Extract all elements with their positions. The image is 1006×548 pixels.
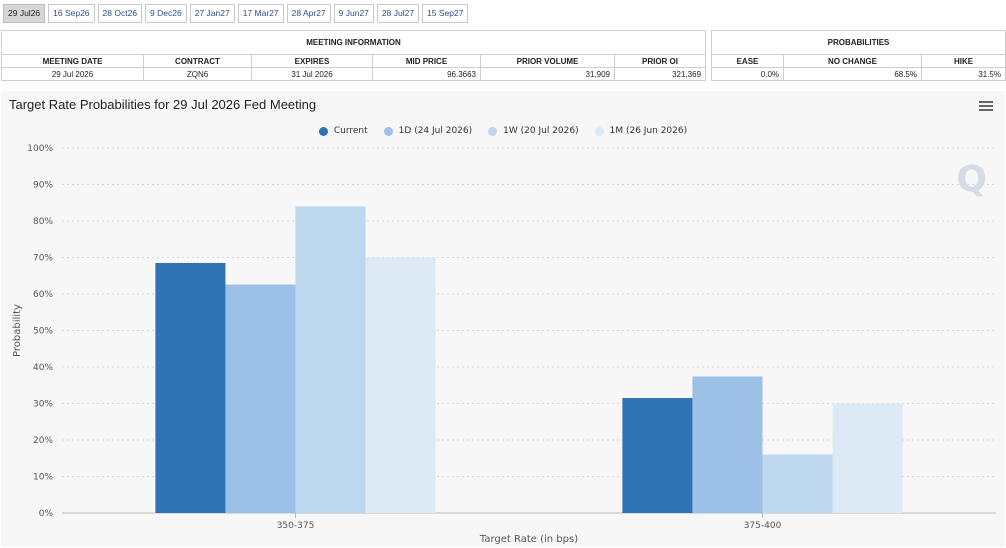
chart-title: Target Rate Probabilities for 29 Jul 202… <box>9 97 317 112</box>
bar <box>832 403 903 513</box>
cell-contract: ZQN6 <box>143 67 252 81</box>
bar <box>225 284 296 513</box>
bar <box>622 398 693 513</box>
tab-28-jul27[interactable]: 28 Jul27 <box>376 4 420 23</box>
tab-27-jan27[interactable]: 27 Jan27 <box>189 4 235 23</box>
hamburger-menu-icon[interactable] <box>979 101 993 112</box>
tab-15-sep27[interactable]: 15 Sep27 <box>422 4 469 23</box>
y-tick-label: 70% <box>33 254 53 264</box>
y-tick-label: 30% <box>33 400 53 410</box>
header-contract: CONTRACT <box>143 54 252 68</box>
header-ease: EASE <box>711 54 784 68</box>
header-meeting-date: MEETING DATE <box>1 54 144 68</box>
tab-16-sep26[interactable]: 16 Sep26 <box>48 4 95 23</box>
tab-9-dec26[interactable]: 9 Dec26 <box>145 4 187 23</box>
x-tick-label: 350-375 <box>277 521 315 531</box>
y-axis-title: Probability <box>12 304 23 357</box>
header-hike: HIKE <box>921 54 1006 68</box>
cell-expires: 31 Jul 2026 <box>251 67 373 81</box>
tab-28-apr27[interactable]: 28 Apr27 <box>286 4 331 23</box>
y-tick-label: 80% <box>33 217 53 227</box>
probabilities-title: PROBABILITIES <box>711 30 1006 55</box>
cell-prior-oi: 321,369 <box>613 67 707 81</box>
legend-label: 1D (24 Jul 2026) <box>398 126 473 136</box>
tab-29-jul26[interactable]: 29 Jul26 <box>3 4 46 23</box>
chart-legend: Current 1D (24 Jul 2026) 1W (20 Jul 2026) 1… <box>1 126 1005 136</box>
header-no-change: NO CHANGE <box>783 54 922 68</box>
bar <box>762 454 833 513</box>
legend-marker <box>594 126 604 136</box>
legend-item[interactable]: 1M (26 Jun 2026) <box>594 126 688 136</box>
legend-label: 1W (20 Jul 2026) <box>503 126 579 136</box>
chart-panel: Target Rate Probabilities for 29 Jul 202… <box>1 91 1005 547</box>
tab-9-jun27[interactable]: 9 Jun27 <box>333 4 374 23</box>
cell-prior-volume: 31,909 <box>480 67 615 81</box>
cell-meeting-date: 29 Jul 2026 <box>1 67 144 81</box>
bar <box>365 257 436 513</box>
cell-no-change: 68.5% <box>783 67 922 81</box>
tab-28-oct26[interactable]: 28 Oct26 <box>97 4 143 23</box>
legend-item[interactable]: 1W (20 Jul 2026) <box>488 126 579 136</box>
legend-item[interactable]: 1D (24 Jul 2026) <box>383 126 473 136</box>
meeting-date-tabs: 29 Jul26 16 Sep26 28 Oct26 9 Dec26 27 Jan27 1… <box>3 4 469 23</box>
y-tick-label: 20% <box>33 436 53 446</box>
x-tick-label: 375-400 <box>744 521 782 531</box>
bar <box>295 206 366 513</box>
table-row: 0.0% 68.5% 31.5% <box>711 67 1006 81</box>
bar-chart: 0% 10% 20% 30% 40% 50% 60% 70% 80% 90% 100% 350-375… <box>12 144 996 545</box>
legend-label: 1M (26 Jun 2026) <box>609 126 688 136</box>
cell-ease: 0.0% <box>711 67 784 81</box>
y-tick-label: 60% <box>33 290 53 300</box>
bar <box>692 376 763 513</box>
y-tick-label: 0% <box>39 509 54 519</box>
x-axis-title: Target Rate (in bps) <box>479 534 578 545</box>
tab-17-mar27[interactable]: 17 Mar27 <box>237 4 284 23</box>
meeting-information-table: MEETING INFORMATION MEETING DATE CONTRAC… <box>0 30 707 81</box>
y-tick-label: 10% <box>33 473 53 483</box>
legend-marker <box>383 126 393 136</box>
cell-mid-price: 96.3663 <box>372 67 481 81</box>
watermark-logo: Q <box>956 159 987 200</box>
y-tick-label: 100% <box>27 144 53 154</box>
y-tick-label: 90% <box>33 181 53 191</box>
meeting-information-title: MEETING INFORMATION <box>0 30 707 55</box>
table-row: 29 Jul 2026 ZQN6 31 Jul 2026 96.3663 31,… <box>1 67 707 81</box>
bar <box>155 262 226 513</box>
legend-item[interactable]: Current <box>318 126 368 136</box>
header-prior-oi: PRIOR OI <box>613 54 707 68</box>
probabilities-table: PROBABILITIES EASE NO CHANGE HIKE 0.0% 6… <box>711 30 1006 81</box>
y-tick-label: 50% <box>33 327 53 337</box>
header-expires: EXPIRES <box>251 54 373 68</box>
header-mid-price: MID PRICE <box>372 54 481 68</box>
header-prior-volume: PRIOR VOLUME <box>480 54 615 68</box>
legend-marker <box>318 126 328 136</box>
legend-marker <box>488 126 498 136</box>
y-tick-label: 40% <box>33 363 53 373</box>
cell-hike: 31.5% <box>921 67 1006 81</box>
legend-label: Current <box>333 126 368 136</box>
